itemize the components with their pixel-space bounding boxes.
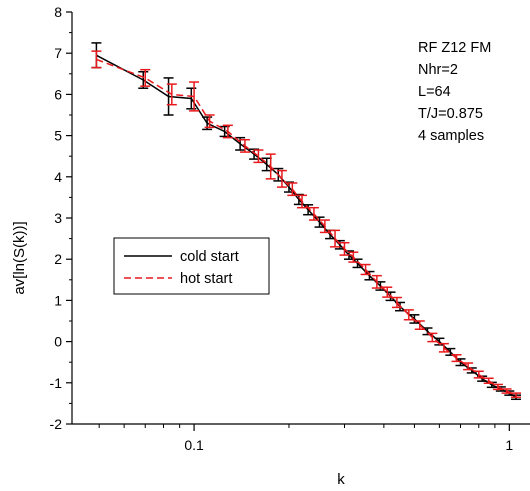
data-point-hot-start — [403, 309, 414, 321]
annotation-line: L=64 — [418, 84, 451, 100]
data-point-hot-start — [166, 83, 177, 106]
x-tick-label: 1 — [505, 437, 513, 453]
y-tick-label: 8 — [54, 4, 62, 20]
annotation-line: Nhr=2 — [418, 62, 458, 78]
data-point-cold-start — [303, 204, 314, 216]
series-cold-start — [91, 42, 521, 401]
x-axis-label: k — [337, 471, 345, 488]
data-point-hot-start — [348, 251, 359, 263]
y-tick-label: 6 — [54, 86, 62, 102]
data-point-hot-start — [451, 354, 462, 363]
x-tick-label: 0.1 — [184, 437, 204, 453]
data-point-hot-start — [276, 169, 287, 188]
y-tick-label: 5 — [54, 128, 62, 144]
data-point-hot-start — [91, 50, 102, 69]
data-point-hot-start — [319, 219, 330, 234]
y-tick-label: 3 — [54, 210, 62, 226]
data-point-hot-start — [330, 229, 341, 248]
annotation-line: RF Z12 FM — [418, 40, 491, 56]
data-point-hot-start — [511, 392, 521, 398]
series-line-hot-start — [96, 58, 517, 396]
data-point-hot-start — [371, 274, 382, 289]
legend: cold start hot start — [113, 237, 270, 295]
data-point-hot-start — [391, 296, 402, 309]
data-point-hot-start — [308, 206, 319, 221]
data-point-hot-start — [265, 153, 276, 180]
data-point-hot-start — [222, 124, 233, 139]
data-point-hot-start — [204, 114, 215, 129]
annotation-line: T/J=0.875 — [418, 106, 483, 122]
legend-label-cold-start: cold start — [180, 249, 239, 265]
data-point-hot-start — [492, 383, 503, 391]
data-point-hot-start — [297, 194, 308, 209]
annotation-line: 4 samples — [418, 128, 484, 144]
data-point-cold-start — [352, 258, 363, 269]
data-point-hot-start — [253, 149, 264, 164]
series-hot-start — [91, 50, 521, 398]
data-point-cold-start — [249, 148, 260, 160]
series-layer — [91, 42, 521, 401]
y-axis-label: av[ln(S(k))] — [11, 221, 28, 294]
data-point-hot-start — [382, 286, 393, 298]
legend-label-hot-start: hot start — [180, 271, 232, 287]
data-point-hot-start — [438, 342, 449, 353]
data-point-hot-start — [239, 138, 250, 153]
axes: -2 -1 0 1 2 3 4 5 6 7 8 0.1 1 — [50, 4, 530, 453]
y-tick-label: 4 — [54, 169, 62, 185]
data-point-hot-start — [501, 388, 512, 394]
data-point-hot-start — [339, 241, 350, 256]
y-tick-label: 7 — [54, 45, 62, 61]
annotation-block: RF Z12 FM Nhr=2 L=64 T/J=0.875 4 samples — [418, 40, 491, 144]
data-point-hot-start — [473, 370, 484, 379]
data-point-hot-start — [140, 68, 151, 87]
data-point-hot-start — [360, 263, 371, 276]
data-point-hot-start — [427, 332, 438, 343]
data-point-hot-start — [463, 362, 474, 371]
y-tick-label: 2 — [54, 251, 62, 267]
data-point-cold-start — [409, 314, 420, 324]
data-point-hot-start — [414, 320, 425, 330]
y-tick-label: 1 — [54, 292, 62, 308]
legend-box — [113, 237, 270, 295]
data-point-hot-start — [483, 377, 494, 384]
y-tick-label: 0 — [54, 334, 62, 350]
data-point-hot-start — [189, 81, 200, 112]
y-tick-label: -1 — [50, 375, 63, 391]
data-point-hot-start — [287, 182, 298, 197]
y-tick-label: -2 — [50, 416, 63, 432]
